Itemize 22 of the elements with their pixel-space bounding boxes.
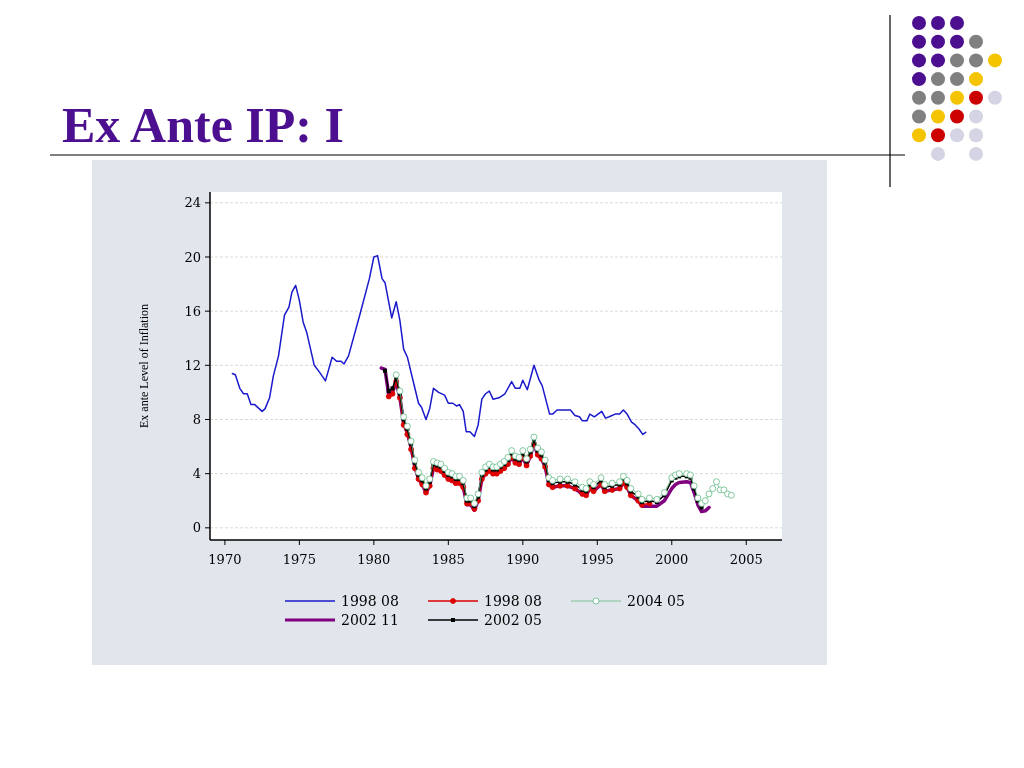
- x-tick-label: 1970: [208, 552, 242, 567]
- y-axis-title: Ex ante Level of Inflation: [137, 304, 151, 428]
- legend-label: 2002 05: [484, 611, 542, 628]
- y-tick-label: 24: [184, 195, 201, 211]
- x-tick-label: 1995: [580, 552, 614, 567]
- x-tick-label: 2005: [729, 552, 763, 567]
- legend-label: 2002 11: [341, 611, 399, 628]
- y-tick-label: 12: [184, 357, 201, 373]
- legend-label: 1998 08: [484, 592, 542, 609]
- y-tick-label: 16: [184, 303, 201, 319]
- x-tick-label: 1990: [506, 552, 540, 567]
- legend-label: 2004 05: [627, 592, 685, 609]
- x-tick-label: 1985: [431, 552, 465, 567]
- x-tick-label: 1980: [357, 552, 391, 567]
- y-tick-label: 4: [192, 466, 201, 482]
- x-tick-label: 1975: [282, 552, 316, 567]
- legend-label: 1998 08: [341, 592, 399, 609]
- y-tick-label: 20: [184, 249, 201, 265]
- y-tick-label: 0: [192, 520, 201, 536]
- x-tick-label: 2000: [655, 552, 689, 567]
- chart-title: Ex Ante IP: I: [62, 97, 344, 153]
- y-tick-label: 8: [192, 412, 201, 428]
